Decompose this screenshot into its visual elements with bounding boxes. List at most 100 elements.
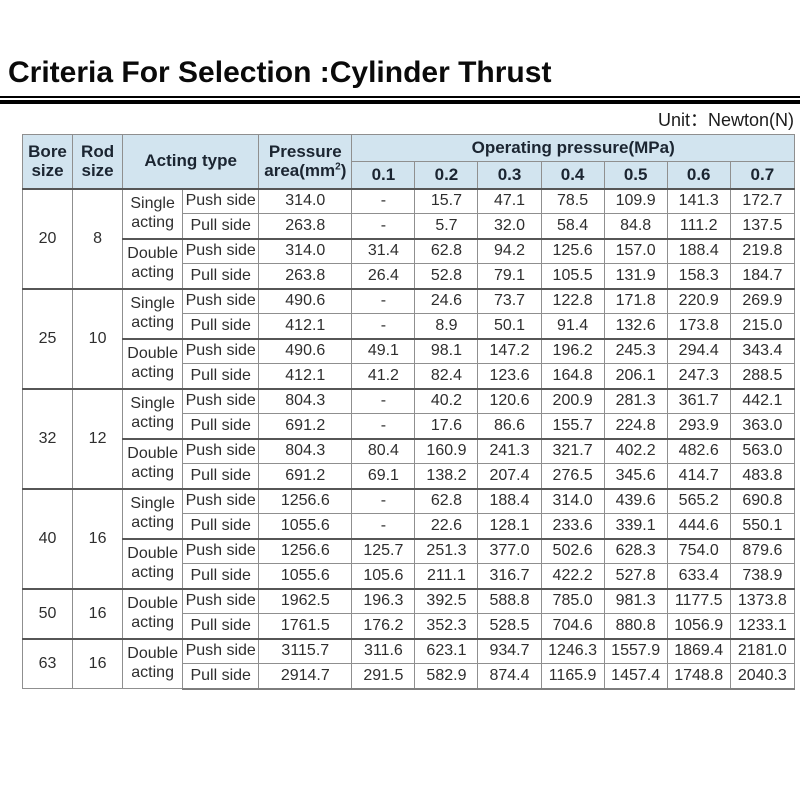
table-row: Pull side 412.1-8.9 50.1 91.4 132.6 173.8 215.… (23, 313, 796, 339)
thrust-value-cell: 623.1 (414, 637, 479, 664)
thrust-value-cell: 62.8 (414, 487, 479, 514)
thrust-value-cell: 155.7 (540, 413, 605, 439)
table-row: Pull side 1055.6 105.6 211.1 316.7 422.2 527.8… (23, 563, 796, 589)
thrust-value-cell: 343.4 (729, 337, 796, 364)
thrust-value-cell: - (351, 287, 416, 314)
thrust-value-cell: 1373.8 (729, 587, 796, 614)
thrust-value-cell: 339.1 (603, 513, 668, 539)
thrust-value-cell: 123.6 (477, 363, 542, 389)
bore-size-cell: 20 (21, 187, 74, 289)
thrust-value-cell: 276.5 (540, 463, 605, 489)
thrust-value-cell: 173.8 (666, 313, 731, 339)
thrust-value-cell: 316.7 (477, 563, 542, 589)
pressure-area-line1: Pressure (268, 141, 342, 161)
table-row: 25 10 Single acting Push side 490.6-24.6 73.7… (21, 287, 796, 389)
pressure-area-cell: 804.3 (258, 387, 353, 414)
pressure-area-cell: 412.1 (258, 363, 353, 389)
thrust-value-cell: 321.7 (540, 437, 605, 464)
thrust-value-cell: 291.5 (351, 663, 416, 690)
thrust-value-cell: 2181.0 (729, 637, 796, 664)
page-title: Criteria For Selection :Cylinder Thrust (8, 56, 552, 89)
thrust-value-cell: - (351, 187, 416, 214)
col-header-pressure-area: Pressure area(mm2) (258, 134, 353, 189)
pressure-area-cell: 412.1 (258, 313, 353, 339)
pressure-area-suffix: ) (340, 161, 347, 181)
thrust-value-cell: 41.2 (351, 363, 416, 389)
side-cell: Push side (182, 187, 260, 214)
thrust-value-cell: 224.8 (603, 413, 668, 439)
table-row: Pull side 263.8 26.4 52.8 79.1 105.5 131.9 158.… (23, 263, 796, 289)
thrust-value-cell: 1557.9 (603, 637, 668, 664)
thrust-value-cell: 5.7 (414, 213, 479, 239)
thrust-value-cell: 241.3 (477, 437, 542, 464)
thrust-value-cell: 1165.9 (540, 663, 605, 690)
pressure-area-cell: 263.8 (258, 263, 353, 289)
thrust-value-cell: 363.0 (729, 413, 796, 439)
thrust-value-cell: 527.8 (603, 563, 668, 589)
thrust-value-cell: 565.2 (666, 487, 731, 514)
thrust-value-cell: 502.6 (540, 537, 605, 564)
side-cell: Pull side (182, 463, 260, 489)
thrust-value-cell: 160.9 (414, 437, 479, 464)
thrust-value-cell: 196.3 (351, 587, 416, 614)
acting-type-cell: Single acting (122, 487, 184, 539)
thrust-value-cell: 934.7 (477, 637, 542, 664)
thrust-value-cell: 131.9 (603, 263, 668, 289)
side-cell: Push side (182, 287, 260, 314)
title-divider (0, 96, 800, 104)
pressure-area-superscript: 2 (335, 161, 341, 173)
thrust-value-cell: 109.9 (603, 187, 668, 214)
thrust-value-cell: 442.1 (729, 387, 796, 414)
thrust-value-cell: 588.8 (477, 587, 542, 614)
thrust-value-cell: - (351, 413, 416, 439)
thrust-value-cell: 215.0 (729, 313, 796, 339)
thrust-value-cell: 80.4 (351, 437, 416, 464)
acting-type-cell: Double acting (122, 437, 184, 489)
pressure-area-cell: 1256.6 (258, 537, 353, 564)
pressure-area-cell: 263.8 (258, 213, 353, 239)
thrust-value-cell: 196.2 (540, 337, 605, 364)
thrust-value-cell: 482.6 (666, 437, 731, 464)
thrust-value-cell: 98.1 (414, 337, 479, 364)
thrust-value-cell: 245.3 (603, 337, 668, 364)
thrust-value-cell: 73.7 (477, 287, 542, 314)
thrust-value-cell: 82.4 (414, 363, 479, 389)
thrust-value-cell: 17.6 (414, 413, 479, 439)
thrust-value-cell: 172.7 (729, 187, 796, 214)
divider-gap (0, 98, 800, 100)
thrust-value-cell: 1056.9 (666, 613, 731, 639)
thrust-value-cell: 1869.4 (666, 637, 731, 664)
thrust-value-cell: - (351, 313, 416, 339)
thrust-value-cell: 62.8 (414, 237, 479, 264)
divider-thin-rule (0, 96, 800, 98)
table-row: Double acting Push side 804.3 80.4 160.9 241.… (23, 437, 796, 489)
thrust-value-cell: 171.8 (603, 287, 668, 314)
bore-size-cell: 40 (21, 487, 74, 589)
thrust-value-cell: 439.6 (603, 487, 668, 514)
acting-type-cell: Double acting (122, 337, 184, 389)
pressure-area-cell: 490.6 (258, 337, 353, 364)
thrust-value-cell: 233.6 (540, 513, 605, 539)
side-cell: Push side (182, 337, 260, 364)
side-cell: Pull side (182, 563, 260, 589)
pressure-area-line2: area(mm (264, 161, 336, 181)
thrust-value-cell: 200.9 (540, 387, 605, 414)
thrust-value-cell: 49.1 (351, 337, 416, 364)
thrust-value-cell: 147.2 (477, 337, 542, 364)
thrust-value-cell: 164.8 (540, 363, 605, 389)
col-header-pressure-0.4: 0.4 (540, 161, 605, 189)
thrust-value-cell: 628.3 (603, 537, 668, 564)
side-cell: Push side (182, 537, 260, 564)
thrust-value-cell: 402.2 (603, 437, 668, 464)
side-cell: Push side (182, 587, 260, 614)
thrust-value-cell: - (351, 387, 416, 414)
thrust-value-cell: 137.5 (729, 213, 796, 239)
thrust-value-cell: 84.8 (603, 213, 668, 239)
thrust-value-cell: 31.4 (351, 237, 416, 264)
thrust-value-cell: 26.4 (351, 263, 416, 289)
thrust-value-cell: 58.4 (540, 213, 605, 239)
thrust-value-cell: 377.0 (477, 537, 542, 564)
thrust-value-cell: 483.8 (729, 463, 796, 489)
thrust-value-cell: 633.4 (666, 563, 731, 589)
rod-size-cell: 16 (72, 587, 124, 639)
